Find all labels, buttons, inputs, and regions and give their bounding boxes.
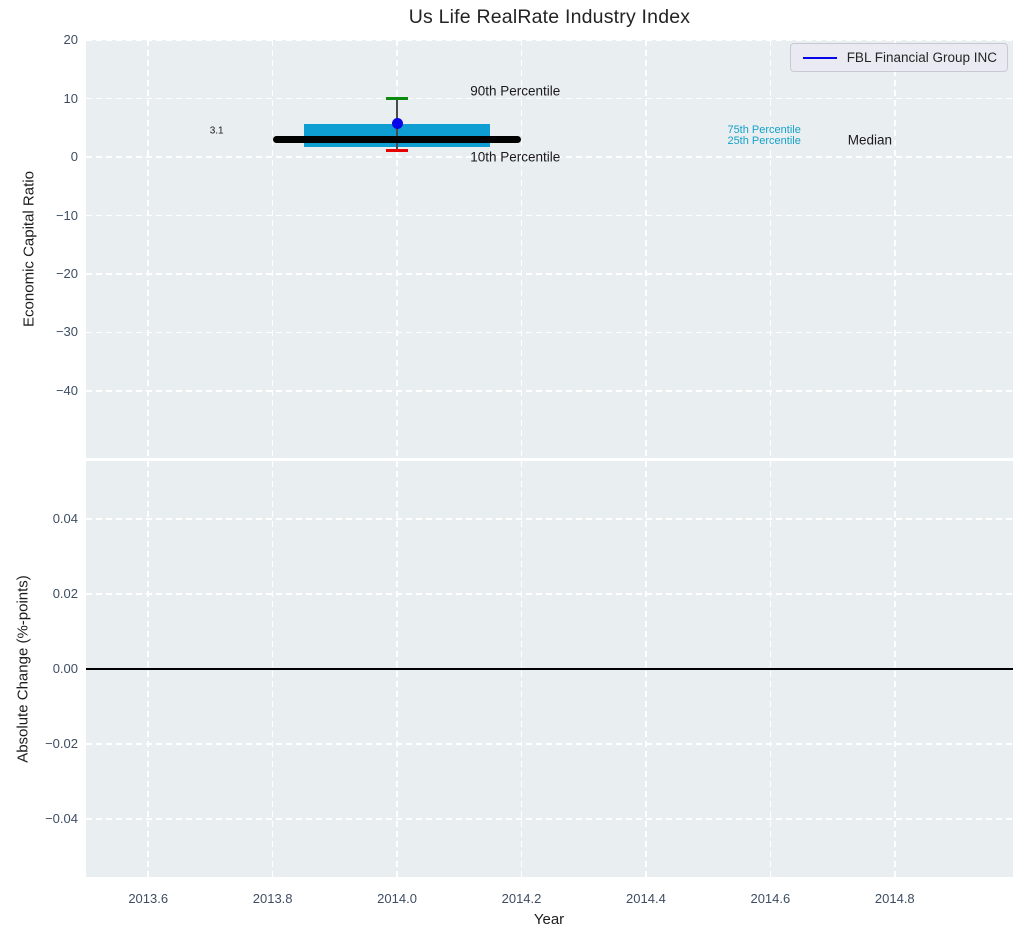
series-marker bbox=[391, 117, 403, 129]
bottom-y-tick-label: 0.00 bbox=[52, 660, 78, 676]
legend: FBL Financial Group INC bbox=[789, 43, 1008, 72]
bottom-y-tick-label: 0.02 bbox=[52, 585, 78, 601]
top-y-tick-label: 10 bbox=[63, 90, 78, 106]
annotation-25th-percentile: 25th Percentile bbox=[727, 135, 801, 148]
x-axis-label: Year bbox=[533, 911, 565, 928]
gridline-vertical bbox=[894, 40, 896, 458]
top-y-tick-label: −10 bbox=[55, 207, 78, 223]
x-tick-label: 2014.4 bbox=[626, 891, 666, 906]
gridline-vertical bbox=[396, 40, 398, 458]
gridline-vertical bbox=[271, 40, 274, 458]
zero-change-line bbox=[86, 667, 1013, 670]
median-line bbox=[272, 135, 522, 143]
x-tick-label: 2014.2 bbox=[501, 891, 542, 906]
annotation-10th-percentile: 10th Percentile bbox=[470, 149, 561, 165]
gridline-vertical bbox=[520, 40, 523, 458]
gridline-horizontal bbox=[86, 156, 1013, 158]
top-y-tick-label: −20 bbox=[55, 265, 78, 281]
gridline-vertical bbox=[147, 40, 149, 458]
bottom-y-tick-label: −0.02 bbox=[45, 735, 78, 751]
p10-cap bbox=[385, 148, 409, 152]
annotation-90th-percentile: 90th Percentile bbox=[470, 83, 561, 99]
gridline-horizontal bbox=[86, 97, 1013, 100]
top-y-tick-label: −40 bbox=[55, 382, 78, 398]
gridline-horizontal bbox=[86, 743, 1013, 745]
x-tick-label: 2014.6 bbox=[750, 891, 791, 906]
x-tick-label: 2014.0 bbox=[377, 891, 417, 906]
p90-cap bbox=[385, 97, 409, 100]
gridline-horizontal bbox=[86, 593, 1013, 595]
gridline-vertical bbox=[645, 40, 647, 458]
bottom-y-tick-label: −0.04 bbox=[45, 810, 78, 826]
annotation-75th-percentile: 75th Percentile bbox=[727, 124, 801, 137]
bottom-y-tick-label: 0.04 bbox=[52, 510, 78, 526]
top-y-tick-label: −30 bbox=[55, 324, 78, 340]
legend-line-sample-icon bbox=[802, 56, 837, 59]
gridline-horizontal bbox=[86, 331, 1013, 334]
gridline-horizontal bbox=[86, 214, 1013, 217]
gridline-horizontal bbox=[86, 518, 1013, 520]
top-y-axis-label: Economic Capital Ratio bbox=[20, 171, 38, 327]
legend-label: FBL Financial Group INC bbox=[846, 50, 997, 65]
x-tick-label: 2013.6 bbox=[128, 891, 169, 906]
gridline-vertical bbox=[769, 40, 772, 458]
top-y-tick-label: 20 bbox=[63, 32, 78, 48]
gridline-horizontal bbox=[86, 40, 1013, 42]
x-tick-label: 2014.8 bbox=[874, 891, 915, 906]
top-axes: 90th Percentile 10th Percentile 75th Perce… bbox=[86, 40, 1013, 458]
gridline-horizontal bbox=[86, 390, 1013, 392]
gridline-horizontal bbox=[86, 273, 1013, 275]
top-y-tick-label: 0 bbox=[70, 149, 78, 165]
annotation-3-1: 3.1 bbox=[209, 125, 224, 137]
annotation-median: Median bbox=[847, 132, 893, 148]
x-tick-label: 2013.8 bbox=[252, 891, 293, 906]
gridline-horizontal bbox=[86, 818, 1013, 820]
chart-title: Us Life RealRate Industry Index bbox=[408, 6, 691, 28]
bottom-axes bbox=[86, 461, 1013, 877]
